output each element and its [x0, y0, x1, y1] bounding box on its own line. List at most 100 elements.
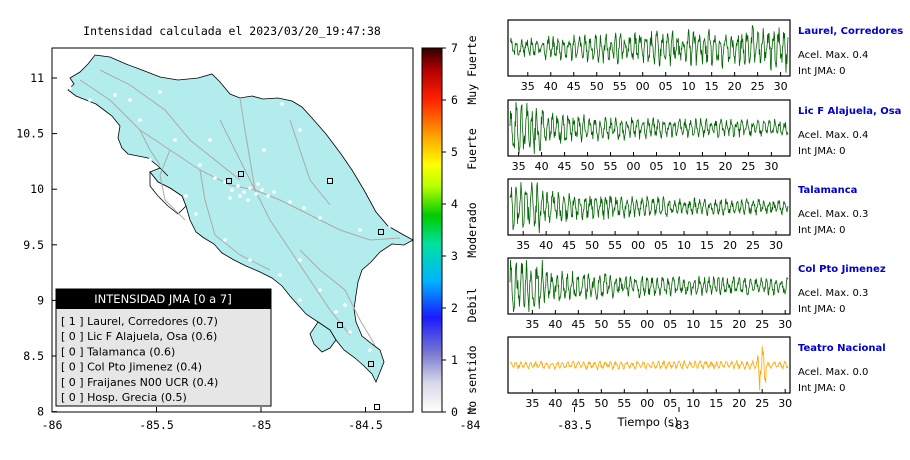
accel-max: Acel. Max. 0.4 [798, 130, 868, 141]
map-y-tick-label: 9.5 [23, 238, 44, 252]
seismogram-tick-label: 15 [705, 80, 719, 93]
colorbar-tick-label: 1 [451, 353, 458, 367]
map-x-tick-label: -83.5 [557, 418, 592, 432]
town-dot [298, 298, 302, 302]
seismogram-frame [507, 99, 791, 157]
colorbar-tick-label: 5 [451, 145, 458, 159]
town-dot [173, 138, 177, 142]
seismogram-tick-label: 00 [631, 239, 645, 252]
map-x-tick-label: -84 [460, 418, 481, 432]
seismogram-trace [509, 346, 789, 391]
road [289, 119, 331, 206]
town-dot [68, 86, 72, 90]
seismogram-tick-label: 10 [686, 318, 700, 331]
town-dot [148, 158, 152, 162]
legend-item: [ 0 ] Hosp. Grecia (0.5) [61, 391, 187, 404]
map-y-tick-label: 10.5 [16, 127, 44, 141]
town-dot [288, 200, 292, 204]
seismogram-tick-label: 55 [617, 318, 631, 331]
town-dot [223, 180, 227, 184]
seismogram-tick-label: 40 [539, 239, 553, 252]
town-dot [228, 196, 232, 200]
station-marker [327, 178, 333, 184]
town-dot [302, 206, 306, 210]
seismogram-tick-label: 05 [654, 239, 668, 252]
seismogram-tick-label: 50 [585, 239, 599, 252]
town-dot [280, 102, 284, 106]
seismogram-panel: 35 40 45 50 55 00 05 10 15 20 25 30 Talamanca Acel. M… [507, 178, 868, 252]
town-dot [278, 273, 282, 277]
seismogram-trace [509, 25, 789, 73]
seismogram-tick-label: 40 [548, 397, 562, 410]
colorbar-label: Fuerte [465, 128, 479, 170]
seismogram-tick-label: 25 [755, 318, 769, 331]
seismogram-panels: 35 40 45 50 55 00 05 10 15 20 25 30 Laurel, Corredor… [507, 19, 903, 410]
seismogram-tick-label: 35 [525, 318, 539, 331]
seismogram-tick-label: 25 [751, 80, 765, 93]
seismogram-tick-label: 45 [558, 160, 572, 173]
legend-item: [ 1 ] Laurel, Corredores (0.7) [61, 315, 218, 328]
seismogram-tick-label: 20 [732, 397, 746, 410]
accel-max: Acel. Max. 0.4 [798, 50, 868, 61]
seismogram-tick-label: 50 [594, 397, 608, 410]
map-y-axis: 11 10.5 10 9.5 9 8.5 8 [16, 71, 57, 419]
station-marker [368, 361, 374, 367]
legend-header [56, 289, 271, 309]
town-dot [213, 176, 217, 180]
seismogram-tick-label: 15 [700, 239, 714, 252]
town-dot [298, 128, 302, 132]
town-dot [272, 190, 276, 194]
colorbar-ticks: 7 6 5 4 3 2 1 0 [442, 41, 458, 419]
colorbar-tick-label: 2 [451, 301, 458, 315]
town-dot [388, 224, 392, 228]
seismogram-tick-label: 15 [709, 397, 723, 410]
town-dot [158, 90, 162, 94]
road [254, 189, 351, 336]
colorbar-label: Moderado [465, 202, 479, 257]
map-x-tick-label: -86 [42, 418, 63, 432]
town-dot [318, 216, 322, 220]
seismogram-tick-label: 20 [723, 239, 737, 252]
costa-rica-map [67, 54, 414, 410]
seismogram-tick-label: 15 [695, 160, 709, 173]
road [254, 189, 401, 241]
town-dot [223, 238, 227, 242]
map-y-tick-label: 10 [30, 182, 44, 196]
station-marker [337, 322, 343, 328]
station-name: Col Pto Jimenez [798, 264, 886, 275]
seismogram-tick-label: 20 [718, 160, 732, 173]
seismogram-tick-label: 30 [764, 160, 778, 173]
station-name: Talamanca [798, 185, 857, 196]
seismogram-tick-label: 25 [741, 160, 755, 173]
seismogram-tick-label: 45 [567, 80, 581, 93]
seismogram-tick-label: 15 [709, 318, 723, 331]
seismogram-trace [509, 259, 789, 313]
seismogram-tick-label: 55 [613, 80, 627, 93]
seismogram-tick-label: 05 [649, 160, 663, 173]
seismogram-tick-label: 00 [640, 397, 654, 410]
station-marker [238, 171, 244, 177]
map-x-axis: -86 -85.5 -85 -84.5 -84 -83.5 -83 [42, 407, 689, 432]
seismogram-tick-label: 05 [663, 397, 677, 410]
seismogram-tick-label: 40 [535, 160, 549, 173]
road [99, 69, 241, 181]
legend-item: [ 0 ] Lic F Alajuela, Osa (0.6) [61, 330, 217, 343]
seismogram-tick-label: 10 [682, 80, 696, 93]
seismogram-tick-label: 40 [544, 80, 558, 93]
jma-intensity: Int JMA: 0 [798, 304, 846, 315]
seismogram-tick-label: 30 [769, 239, 783, 252]
map-title: Intensidad calculada el 2023/03/20_19:47… [83, 24, 381, 38]
jma-intensity: Int JMA: 0 [798, 225, 846, 236]
seismogram-tick-label: 05 [659, 80, 673, 93]
legend-item: [ 0 ] Col Pto Jimenez (0.4) [61, 361, 202, 374]
seismogram-tick-label: 50 [581, 160, 595, 173]
seismogram-tick-label: 30 [774, 80, 788, 93]
accel-max: Acel. Max. 0.0 [798, 367, 868, 378]
town-dot [238, 194, 242, 198]
town-dot [194, 212, 198, 216]
jma-intensity: Int JMA: 0 [798, 66, 846, 77]
seismogram-tick-label: 45 [571, 318, 585, 331]
map-panel: Intensidad calculada el 2023/03/20_19:47… [16, 24, 689, 432]
town-dot [260, 188, 264, 192]
